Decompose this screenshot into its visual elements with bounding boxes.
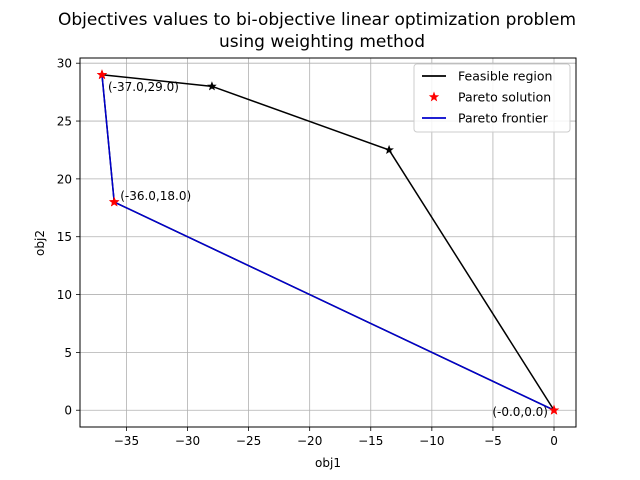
legend-label-feasible-region: Feasible region <box>458 69 552 84</box>
x-axis-label: obj1 <box>315 456 341 470</box>
y-tick-label: 10 <box>57 288 72 302</box>
legend-label-pareto-frontier: Pareto frontier <box>458 111 549 126</box>
y-tick-label: 25 <box>57 115 72 129</box>
point-feasible-region <box>384 144 394 155</box>
x-tick-label: 0 <box>550 434 558 448</box>
legend-label-pareto-solution: Pareto solution <box>458 90 551 105</box>
point-pareto-solution <box>548 404 560 415</box>
chart-title-line-1: Objectives values to bi-objective linear… <box>58 10 576 30</box>
x-tick-label: −20 <box>297 434 322 448</box>
legend-swatch-pareto-solution <box>428 91 440 102</box>
point-annotation: (-0.0,0.0) <box>492 405 548 419</box>
x-tick-label: −25 <box>236 434 261 448</box>
x-tick-label: −10 <box>419 434 444 448</box>
legend-box <box>413 63 571 133</box>
y-tick-label: 30 <box>57 57 72 71</box>
y-tick-label: 15 <box>57 230 72 244</box>
axis-ticks: −35 −30 −25 −20 −15 −10 −5 0 0 5 10 15 20 25 30 <box>57 57 558 448</box>
plot-frame <box>79 57 577 428</box>
annotations: (-37.0,29.0) (-36.0,18.0) (-0.0,0.0) <box>108 80 548 419</box>
x-tick-label: −35 <box>114 434 139 448</box>
chart-title-line-2: using weighting method <box>219 32 425 52</box>
point-pareto-solution <box>96 69 108 80</box>
y-tick-label: 0 <box>64 404 72 418</box>
y-axis-label: obj2 <box>33 230 47 256</box>
legend: Feasible region Pareto solution Pareto fro… <box>413 63 571 133</box>
x-tick-label: −30 <box>175 434 200 448</box>
point-annotation: (-37.0,29.0) <box>108 80 179 94</box>
point-pareto-solution <box>109 196 120 207</box>
point-annotation: (-36.0,18.0) <box>120 189 191 203</box>
y-tick-label: 20 <box>57 172 72 186</box>
y-tick-label: 5 <box>64 346 72 360</box>
x-tick-label: −5 <box>484 434 502 448</box>
point-feasible-region <box>207 81 217 91</box>
series-layer <box>96 69 560 415</box>
x-tick-label: −15 <box>358 434 383 448</box>
